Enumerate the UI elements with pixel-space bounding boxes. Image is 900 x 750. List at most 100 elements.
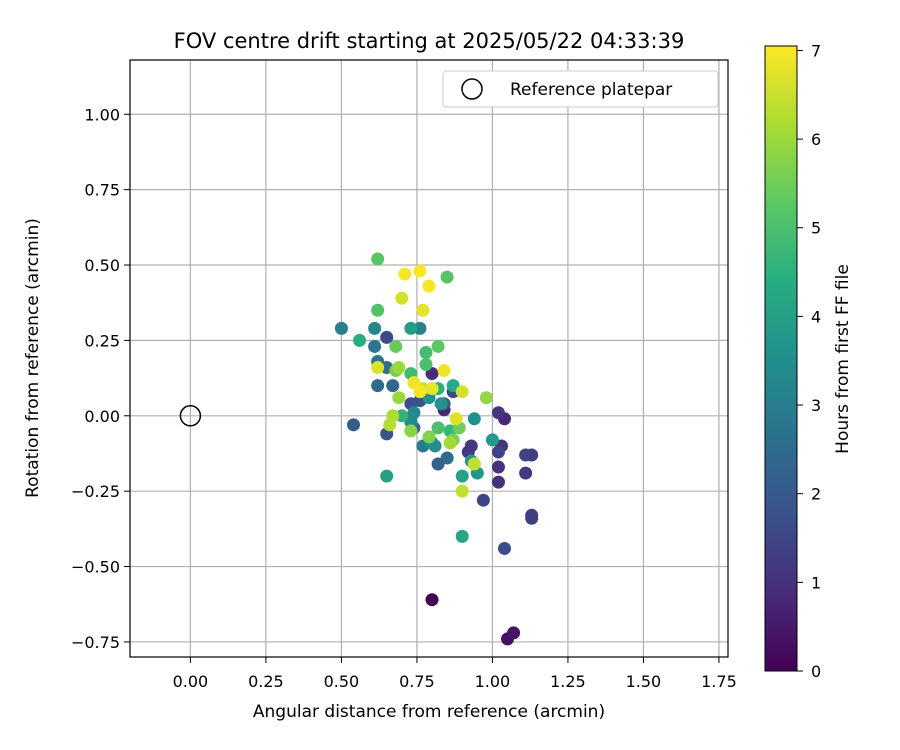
data-points (334, 252, 539, 646)
data-point (371, 303, 385, 317)
colorbar-tick-label: 7 (811, 41, 821, 60)
data-point (467, 412, 481, 426)
colorbar-tick-label: 2 (811, 485, 821, 504)
y-axis-ticks: −0.75 −0.50 −0.25 0.00 0.25 0.50 0.75 1.00 (71, 105, 130, 652)
data-point (464, 439, 478, 453)
colorbar-ticks: 0 1 2 3 4 5 6 7 (797, 41, 821, 681)
x-tick-label: 0.25 (248, 672, 284, 691)
data-point (431, 339, 445, 353)
data-point (392, 391, 406, 405)
data-point (491, 475, 505, 489)
x-tick-label: 0.00 (173, 672, 209, 691)
data-point (404, 424, 418, 438)
data-point (491, 460, 505, 474)
colorbar-tick-label: 6 (811, 130, 821, 149)
data-point (413, 321, 427, 335)
data-point (353, 333, 367, 347)
data-point (371, 252, 385, 266)
reference-point-marker (179, 405, 202, 427)
data-point (413, 264, 427, 278)
data-point (368, 339, 382, 353)
data-point (425, 593, 439, 607)
colorbar-tick-label: 1 (811, 573, 821, 592)
chart-title: FOV centre drift starting at 2025/05/22 … (174, 29, 685, 53)
y-tick-label: 0.50 (84, 256, 120, 275)
data-point (422, 279, 436, 293)
x-tick-label: 1.00 (475, 672, 511, 691)
data-point (380, 469, 394, 483)
data-point (389, 339, 403, 353)
data-point (368, 321, 382, 335)
colorbar-label: Hours from first FF file (833, 264, 853, 454)
data-point (383, 418, 397, 432)
y-tick-label: 0.75 (84, 181, 120, 200)
plot-frame (129, 59, 729, 658)
data-point (440, 270, 454, 284)
colorbar-tick-label: 0 (811, 662, 821, 681)
data-point (413, 385, 427, 399)
colorbar-gradient (764, 45, 798, 672)
data-point (525, 508, 539, 522)
data-point (491, 406, 505, 420)
data-point (371, 361, 385, 375)
y-tick-label: 0.00 (84, 407, 120, 426)
x-tick-label: 1.25 (550, 672, 586, 691)
data-point (443, 436, 457, 450)
colorbar-tick-label: 5 (811, 219, 821, 238)
x-tick-label: 1.75 (701, 672, 737, 691)
data-point (449, 412, 463, 426)
x-tick-label: 0.50 (324, 672, 360, 691)
data-point (519, 448, 533, 462)
data-point (479, 391, 493, 405)
x-tick-label: 1.50 (626, 672, 662, 691)
data-point (419, 345, 433, 359)
grid-lines (130, 60, 728, 657)
colorbar-tick-label: 3 (811, 396, 821, 415)
data-point (395, 409, 409, 423)
data-point (467, 457, 481, 471)
data-point (395, 291, 409, 305)
legend-box (442, 70, 719, 108)
data-point (398, 267, 412, 281)
data-point (491, 445, 505, 459)
data-point (431, 421, 445, 435)
data-point (455, 484, 469, 498)
data-point (371, 379, 385, 393)
data-point (419, 358, 433, 372)
colorbar: 0 1 2 3 4 5 6 7 Hours from first FF file (764, 41, 853, 681)
data-point (455, 529, 469, 543)
x-axis-ticks: 0.00 0.25 0.50 0.75 1.00 1.25 1.50 1.75 (173, 657, 737, 691)
data-point (422, 430, 436, 444)
y-tick-label: −0.25 (71, 482, 120, 501)
y-tick-label: 0.25 (84, 331, 120, 350)
data-point (416, 303, 430, 317)
legend-marker-icon (461, 78, 483, 100)
legend-label: Reference platepar (510, 80, 672, 100)
data-point (386, 379, 400, 393)
data-point (392, 361, 406, 375)
data-point (498, 541, 512, 555)
y-tick-label: 1.00 (84, 105, 120, 124)
y-tick-label: −0.50 (71, 558, 120, 577)
data-point (455, 385, 469, 399)
data-point (485, 433, 499, 447)
data-point (440, 451, 454, 465)
data-point (425, 382, 439, 396)
data-point (455, 469, 469, 483)
data-point (404, 321, 418, 335)
data-point (434, 397, 448, 411)
data-point (519, 466, 533, 480)
data-point (346, 418, 360, 432)
legend: Reference platepar (442, 70, 719, 108)
y-tick-label: −0.75 (71, 633, 120, 652)
x-axis-label: Angular distance from reference (arcmin) (253, 702, 605, 722)
data-point (380, 330, 394, 344)
data-point (437, 364, 451, 378)
data-point (476, 493, 490, 507)
data-point (334, 321, 348, 335)
x-tick-label: 0.75 (399, 672, 435, 691)
y-axis-label: Rotation from reference (arcmin) (23, 218, 43, 498)
data-point (507, 626, 521, 640)
colorbar-tick-label: 4 (811, 307, 821, 326)
